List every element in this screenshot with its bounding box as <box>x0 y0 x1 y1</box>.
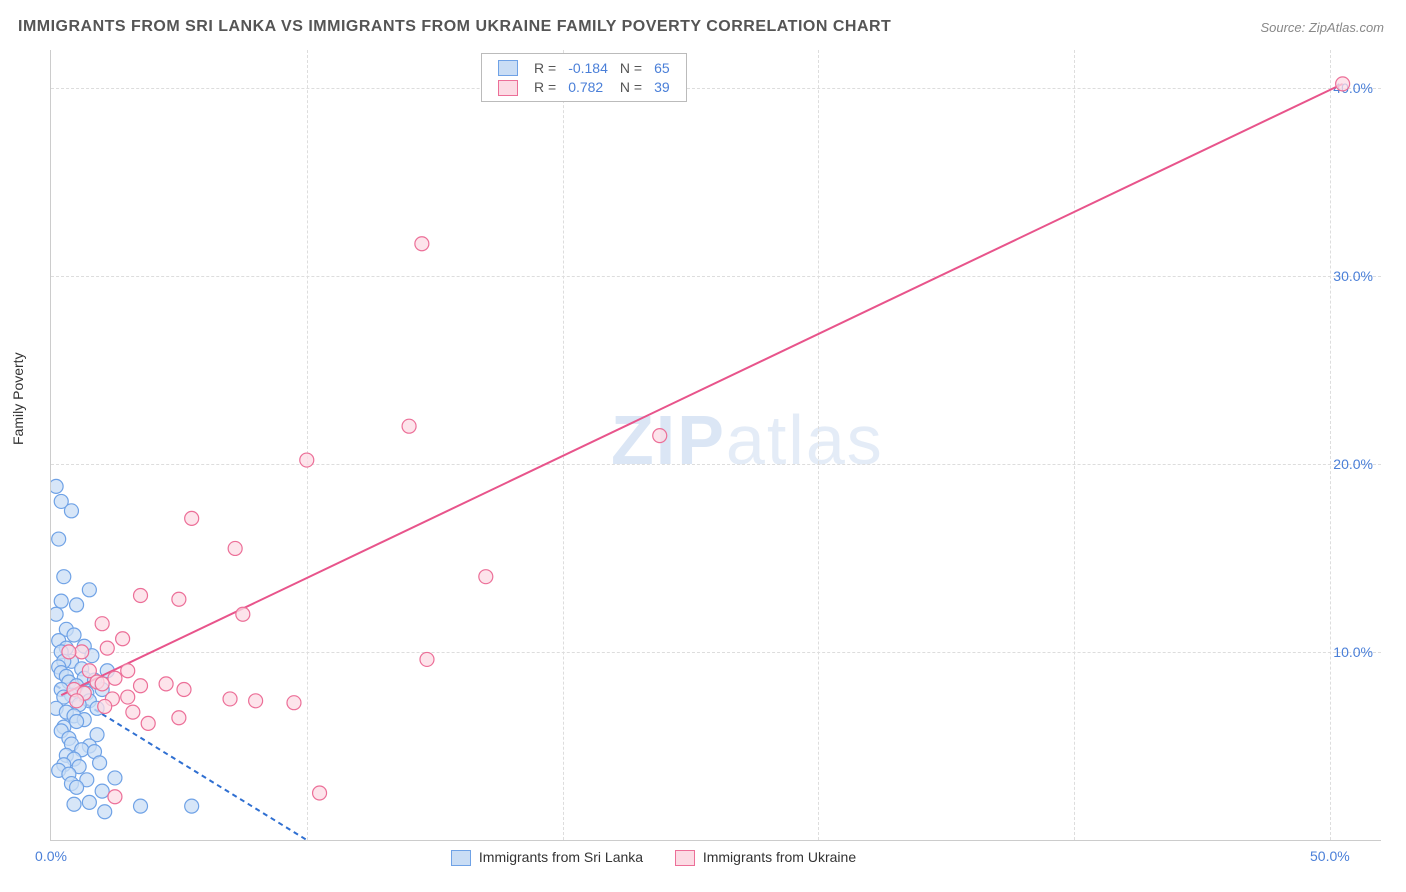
data-point <box>420 652 434 666</box>
chart-plot-area: ZIPatlas 10.0%20.0%30.0%40.0%0.0%50.0% R… <box>50 50 1381 841</box>
data-point <box>177 683 191 697</box>
data-point <box>67 797 81 811</box>
data-point <box>287 696 301 710</box>
stat-n-label: N = <box>614 58 648 77</box>
data-point <box>134 679 148 693</box>
data-point <box>82 583 96 597</box>
data-point <box>57 570 71 584</box>
stat-r-value: -0.184 <box>562 58 614 77</box>
stat-r-label: R = <box>528 77 562 96</box>
data-point <box>479 570 493 584</box>
data-point <box>134 588 148 602</box>
data-point <box>228 541 242 555</box>
stat-r-label: R = <box>528 58 562 77</box>
data-point <box>313 786 327 800</box>
trend-line <box>61 84 1342 695</box>
data-point <box>172 592 186 606</box>
data-point <box>159 677 173 691</box>
data-point <box>82 795 96 809</box>
legend-swatch <box>675 850 695 866</box>
data-point <box>108 771 122 785</box>
stats-legend: R = -0.184 N = 65 R = 0.782 N = 39 <box>481 53 687 102</box>
data-point <box>223 692 237 706</box>
data-point <box>100 641 114 655</box>
series-legend: Immigrants from Sri Lanka Immigrants fro… <box>451 849 884 866</box>
data-point <box>52 532 66 546</box>
data-point <box>64 504 78 518</box>
data-point <box>75 645 89 659</box>
legend-swatch <box>498 60 518 76</box>
data-point <box>402 419 416 433</box>
legend-item: Immigrants from Sri Lanka <box>451 849 647 865</box>
data-point <box>70 598 84 612</box>
data-point <box>141 716 155 730</box>
legend-label: Immigrants from Sri Lanka <box>479 849 643 865</box>
stat-r-value: 0.782 <box>562 77 614 96</box>
data-point <box>108 671 122 685</box>
data-point <box>1336 77 1350 91</box>
data-point <box>126 705 140 719</box>
data-point <box>54 594 68 608</box>
stat-n-value: 65 <box>648 58 676 77</box>
data-point <box>108 790 122 804</box>
data-point <box>98 699 112 713</box>
data-point <box>415 237 429 251</box>
stat-n-label: N = <box>614 77 648 96</box>
legend-label: Immigrants from Ukraine <box>703 849 856 865</box>
x-tick-label: 0.0% <box>35 848 67 864</box>
chart-svg <box>51 50 1381 840</box>
source-label: Source: ZipAtlas.com <box>1260 20 1384 35</box>
data-point <box>121 690 135 704</box>
y-axis-label: Family Poverty <box>10 352 26 445</box>
legend-swatch <box>451 850 471 866</box>
data-point <box>300 453 314 467</box>
legend-item: Immigrants from Ukraine <box>675 849 856 865</box>
data-point <box>70 715 84 729</box>
data-point <box>51 607 63 621</box>
data-point <box>95 677 109 691</box>
data-point <box>51 479 63 493</box>
data-point <box>172 711 186 725</box>
data-point <box>249 694 263 708</box>
legend-swatch <box>498 80 518 96</box>
data-point <box>93 756 107 770</box>
data-point <box>70 694 84 708</box>
data-point <box>134 799 148 813</box>
data-point <box>121 664 135 678</box>
data-point <box>98 805 112 819</box>
data-point <box>653 429 667 443</box>
data-point <box>67 628 81 642</box>
stat-n-value: 39 <box>648 77 676 96</box>
data-point <box>95 784 109 798</box>
data-point <box>95 617 109 631</box>
chart-title: IMMIGRANTS FROM SRI LANKA VS IMMIGRANTS … <box>18 18 891 36</box>
data-point <box>70 780 84 794</box>
x-tick-label: 50.0% <box>1310 848 1350 864</box>
data-point <box>185 511 199 525</box>
data-point <box>116 632 130 646</box>
data-point <box>185 799 199 813</box>
data-point <box>236 607 250 621</box>
data-point <box>62 645 76 659</box>
